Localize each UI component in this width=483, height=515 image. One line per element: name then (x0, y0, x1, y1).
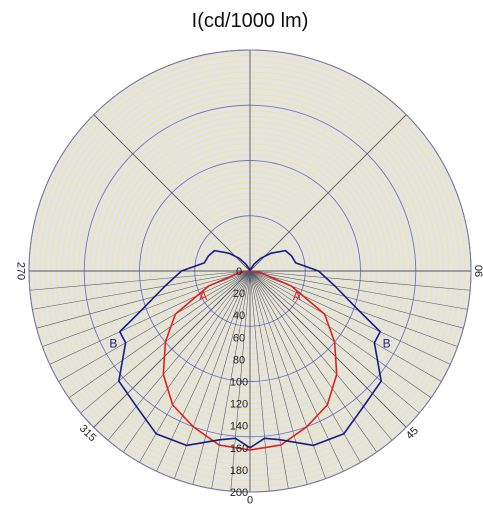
radial-spoke (249, 270, 344, 472)
radial-spoke (249, 114, 407, 272)
radial-tick-label: 140 (230, 421, 248, 433)
series-label-A: A (199, 289, 207, 303)
radial-spoke (211, 270, 251, 489)
angle-tick-label: 90 (474, 265, 483, 277)
radial-spoke (68, 270, 251, 398)
series-label-B: B (383, 337, 391, 351)
radial-tick-label: 20 (233, 288, 245, 300)
radial-spoke (249, 270, 432, 398)
radial-tick-label: 100 (230, 377, 248, 389)
radial-spoke (58, 270, 251, 382)
radial-tick-label: 180 (230, 465, 248, 477)
radial-spoke (249, 270, 471, 291)
radial-spoke (249, 270, 451, 365)
radial-spoke (249, 270, 407, 428)
radial-spoke (230, 270, 251, 492)
radial-spoke (249, 270, 464, 329)
chart-title: I(cd/1000 lm) (192, 10, 309, 32)
series-group: A A B B (109, 249, 391, 451)
radial-spoke (107, 270, 251, 441)
radial-spoke (32, 270, 251, 310)
radial-spoke (192, 270, 251, 485)
radial-spoke (174, 270, 251, 479)
series-line-B (118, 249, 382, 449)
radial-tick-label: 0 (236, 266, 242, 278)
radial-spoke (249, 270, 468, 310)
radial-spoke (93, 114, 251, 272)
radial-tick-label: 160 (230, 443, 248, 455)
radial-spoke (249, 270, 361, 463)
radial-tick-label: 60 (233, 332, 245, 344)
radial-spoke (93, 270, 251, 428)
radial-spoke (249, 270, 289, 489)
radial-tick-label: 40 (233, 310, 245, 322)
series-label-A: A (293, 289, 301, 303)
radial-spoke (249, 270, 393, 441)
radial-spoke (36, 270, 251, 329)
radial-tick-label: 200 (230, 487, 248, 499)
radial-spoke (249, 270, 442, 382)
angle-tick-label: 270 (14, 262, 26, 280)
radial-tick-label: 80 (233, 354, 245, 366)
angle-tick-label: 0 (247, 495, 253, 507)
radial-spoke (249, 270, 270, 492)
radial-spoke (249, 270, 377, 453)
grid (28, 49, 472, 493)
series-line-A (162, 270, 338, 451)
radial-tick-label: 120 (230, 399, 248, 411)
radial-spoke (249, 270, 308, 485)
radial-spoke (249, 270, 326, 479)
radial-spoke (123, 270, 251, 453)
radial-spoke (156, 270, 251, 472)
radial-spoke (139, 270, 251, 463)
outer-ring (28, 49, 472, 493)
series-label-B: B (109, 337, 117, 351)
radial-spoke (29, 270, 251, 291)
radial-spoke (49, 270, 251, 365)
